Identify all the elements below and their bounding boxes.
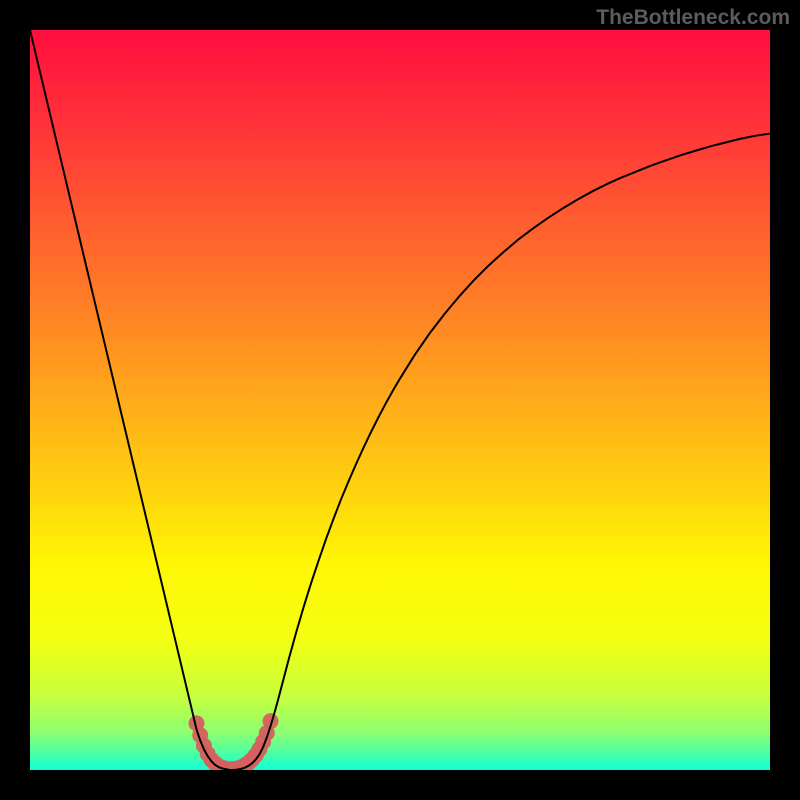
chart-border-top <box>0 0 800 30</box>
chart-border-left <box>0 0 30 800</box>
chart-border-right <box>770 0 800 800</box>
chart-border-bottom <box>0 770 800 800</box>
bottleneck-chart: TheBottleneck.com <box>0 0 800 800</box>
plot-background <box>30 30 770 770</box>
chart-svg <box>0 0 800 800</box>
